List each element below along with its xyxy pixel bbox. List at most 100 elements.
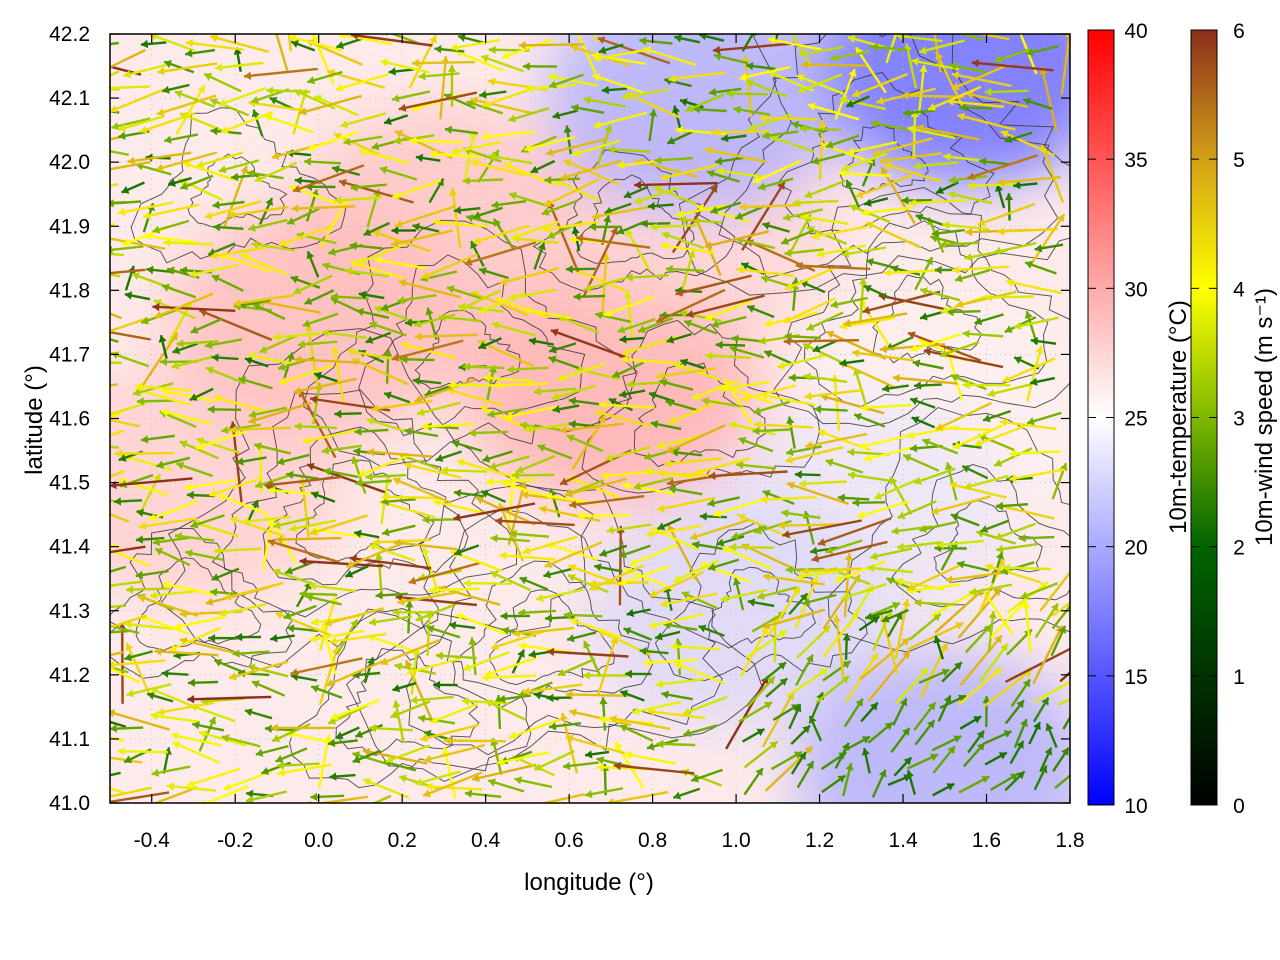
wind-arrow: [790, 724, 811, 745]
wind-arrow: [599, 400, 655, 409]
wind-arrow: [781, 509, 821, 519]
wind-arrow-head: [864, 454, 872, 463]
wind-arrow-shaft: [196, 437, 241, 455]
wind-arrow-head: [764, 701, 773, 710]
wind-arrow-head: [480, 405, 489, 414]
wind-arrow-head: [161, 408, 169, 417]
wind-arrow: [907, 331, 982, 362]
wind-arrow-head: [309, 527, 318, 536]
wind-arrow-head: [1027, 417, 1035, 426]
wind-arrow-shaft: [820, 394, 885, 415]
wind-arrow-shaft: [428, 587, 480, 592]
wind-arrow: [421, 422, 476, 431]
wind-arrow-head: [351, 456, 360, 465]
wind-arrow: [493, 381, 549, 390]
wind-arrow-head: [415, 778, 423, 787]
wind-arrow-head: [385, 755, 394, 764]
wind-arrow-head: [124, 620, 132, 629]
wind-arrow-head: [358, 469, 367, 478]
wind-arrow-head: [940, 643, 948, 652]
wind-arrow: [273, 515, 316, 530]
wind-arrow-head: [599, 715, 607, 724]
wind-arrow: [546, 693, 573, 703]
wind-arrow-shaft: [125, 642, 152, 698]
wind-arrow-shaft: [597, 636, 618, 695]
temperature-colorbar-label: 10m-temperature (°C): [1165, 300, 1192, 534]
wind-arrow: [689, 518, 750, 541]
wind-arrow: [548, 722, 582, 731]
wind-arrow-head: [730, 345, 738, 354]
wind-arrow: [488, 455, 530, 470]
wind-arrow-head: [508, 731, 517, 740]
wind-arrow: [548, 355, 579, 370]
wind-arrow: [352, 749, 382, 764]
wind-arrow-shaft: [867, 650, 911, 702]
wind-arrow-shaft: [649, 570, 705, 598]
y-tick-label: 42.1: [49, 87, 90, 110]
wind-arrow: [788, 592, 809, 615]
wind-arrow-shaft: [484, 699, 527, 721]
wind-arrow: [420, 723, 479, 742]
wind-arrow: [847, 471, 891, 482]
wind-arrow: [152, 302, 236, 312]
wind-arrow-head: [334, 409, 342, 419]
wind-arrow-shaft: [522, 307, 574, 320]
wind-arrow: [958, 775, 990, 794]
wind-arrow: [719, 380, 771, 393]
wind-arrow-shaft: [110, 665, 129, 674]
wind-arrow: [932, 782, 955, 797]
wind-arrow-head: [1030, 377, 1038, 386]
wind-arrow-head: [802, 597, 811, 606]
wind-arrow: [865, 601, 901, 619]
wind-arrow-head: [708, 471, 716, 480]
wind-arrow-head: [272, 568, 281, 577]
wind-arrow-head: [248, 416, 257, 425]
wind-arrow: [154, 647, 219, 657]
wind-arrow-shaft: [488, 455, 530, 470]
wind-arrow: [611, 361, 644, 378]
wind-arrow: [673, 559, 720, 583]
wind-arrow: [196, 437, 241, 455]
wind-arrow-head: [655, 632, 663, 641]
wind-arrow-shaft: [395, 595, 478, 607]
wind-arrow-head: [1002, 563, 1010, 572]
wind-arrow: [400, 355, 435, 364]
wind-arrow-head: [785, 455, 793, 464]
wind-arrow-head: [974, 317, 983, 326]
wind-arrow: [368, 615, 412, 627]
wind-arrow: [125, 642, 152, 698]
wind-arrow: [1028, 721, 1041, 745]
wind-arrow-head: [463, 663, 472, 672]
wind-arrow: [796, 568, 847, 581]
wind-arrow-head: [152, 302, 160, 312]
wind-arrow: [619, 690, 645, 702]
wind-arrow-head: [311, 618, 319, 627]
wind-arrow-shaft: [741, 384, 796, 402]
wind-arrow-head: [188, 678, 195, 687]
wind-arrow: [110, 312, 122, 320]
wind-arrow: [455, 613, 506, 636]
wind-arrow-head: [446, 285, 455, 294]
wind-arrow-head: [817, 538, 826, 546]
wind-arrow-shaft: [603, 295, 655, 317]
wind-arrow: [229, 425, 292, 434]
wind-arrow-head: [435, 651, 443, 660]
wind-arrow: [110, 786, 125, 795]
wind-arrow-shaft: [952, 424, 1004, 450]
wind-arrow: [136, 397, 175, 406]
wind-arrow-shaft: [649, 612, 704, 628]
wind-arrow: [514, 776, 553, 789]
wind-arrow: [438, 313, 482, 323]
wind-arrow-shaft: [974, 423, 1029, 447]
wind-arrow-shaft: [655, 678, 705, 687]
wind-arrow-shaft: [879, 343, 946, 351]
wind-arrow-head: [1000, 418, 1008, 427]
wind-arrow-head: [607, 797, 614, 803]
wind-arrow: [802, 342, 843, 364]
wind-arrow-head: [138, 521, 147, 531]
wind-arrow-shaft: [422, 771, 483, 797]
wind-arrow-shaft: [110, 445, 119, 449]
wind-arrow: [633, 476, 674, 491]
wind-arrow-shaft: [631, 700, 682, 714]
wind-arrow: [110, 756, 143, 764]
